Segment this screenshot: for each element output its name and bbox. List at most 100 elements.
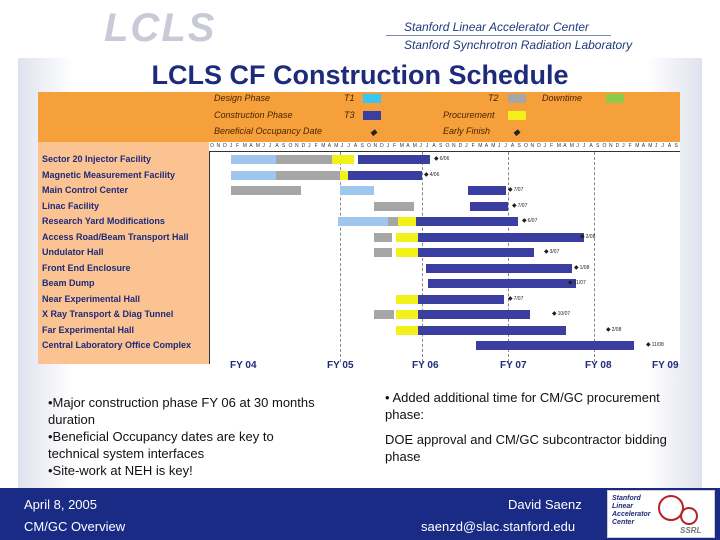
month-tick: J bbox=[419, 143, 422, 149]
month-tick: O bbox=[524, 143, 528, 149]
task-label: Front End Enclosure bbox=[42, 262, 131, 273]
month-tick: M bbox=[334, 143, 339, 149]
task-bar bbox=[276, 170, 340, 180]
month-tick: A bbox=[406, 143, 410, 149]
footer-topic: CM/GC Overview bbox=[24, 519, 126, 534]
month-tick: F bbox=[628, 143, 632, 149]
month-tick: J bbox=[425, 143, 429, 149]
month-tick: D bbox=[615, 143, 620, 149]
fy-divider bbox=[422, 152, 423, 362]
note-item: • Added additional time for CM/GC procur… bbox=[385, 390, 660, 422]
month-tick: M bbox=[399, 143, 404, 149]
month-tick: M bbox=[412, 143, 417, 149]
task-label: Research Yard Modifications bbox=[42, 216, 165, 226]
legend-downtime: Downtime bbox=[542, 93, 583, 103]
month-tick: D bbox=[537, 143, 541, 149]
month-tick: S bbox=[360, 143, 364, 149]
task-bar bbox=[396, 232, 418, 242]
legend-t2: T2 bbox=[488, 93, 499, 103]
lcls-logo: LCLS bbox=[104, 6, 217, 50]
note-item: •Beneficial Occupancy dates are key to t… bbox=[48, 429, 274, 461]
task-bar bbox=[398, 217, 416, 226]
month-tick: O bbox=[367, 143, 371, 149]
month-tick: J bbox=[543, 143, 547, 149]
month-tick: J bbox=[347, 143, 350, 149]
task-label: Far Experimental Hall bbox=[42, 324, 135, 335]
month-tick: J bbox=[386, 143, 390, 149]
month-tick: J bbox=[340, 143, 344, 149]
task-bar bbox=[416, 217, 518, 226]
legend-t3-swatch bbox=[363, 111, 381, 120]
task-bar bbox=[476, 341, 634, 350]
month-tick: J bbox=[661, 143, 664, 149]
task-label: Magnetic Measurement Facility bbox=[42, 169, 176, 180]
month-tick: D bbox=[223, 143, 227, 149]
milestone-label: 10/07 bbox=[552, 310, 571, 317]
month-tick: S bbox=[281, 143, 286, 149]
month-tick: D bbox=[380, 143, 384, 149]
legend-panel bbox=[38, 92, 680, 142]
legend-construction-phase: Construction Phase bbox=[214, 110, 293, 120]
lab-name-slac: Stanford Linear Accelerator Center bbox=[404, 20, 589, 34]
milestone-label: 2/08 bbox=[606, 326, 622, 333]
task-bar bbox=[374, 201, 414, 211]
month-tick: A bbox=[641, 143, 646, 149]
task-bar bbox=[231, 170, 277, 180]
month-tick: F bbox=[236, 143, 240, 149]
milestone-label: 2/08 bbox=[580, 233, 596, 240]
task-label: Access Road/Beam Transport Hall bbox=[42, 231, 189, 242]
milestone-label: 6/07 bbox=[522, 217, 538, 224]
slide-title: LCLS CF Construction Schedule bbox=[151, 60, 569, 90]
task-label: Central Laboratory Office Complex bbox=[42, 340, 192, 350]
task-bar bbox=[418, 248, 534, 257]
logo-subtext: SSRL bbox=[680, 526, 702, 535]
month-tick: A bbox=[563, 143, 567, 149]
legend-t1: T1 bbox=[344, 93, 355, 103]
month-tick: O bbox=[288, 143, 293, 149]
month-tick: N bbox=[452, 143, 456, 149]
month-tick: S bbox=[674, 143, 678, 149]
fy-label: FY 09 bbox=[652, 360, 679, 371]
task-bar bbox=[470, 201, 508, 211]
legend-procurement: Procurement bbox=[443, 110, 495, 120]
fy-divider bbox=[594, 152, 595, 362]
milestone-label: 1/08 bbox=[574, 264, 590, 271]
legend-early-finish: Early Finish bbox=[443, 126, 491, 136]
footer-email: saenzd@slac.stanford.edu bbox=[421, 519, 576, 534]
task-bar bbox=[348, 170, 422, 180]
task-bar bbox=[340, 186, 374, 195]
month-tick: A bbox=[353, 143, 358, 149]
task-bar bbox=[396, 310, 418, 319]
month-tick: J bbox=[497, 143, 501, 149]
legend-beneficial-occupancy: Beneficial Occupancy Date bbox=[214, 126, 323, 136]
legend-downtime-swatch bbox=[606, 94, 624, 103]
task-bar bbox=[340, 170, 348, 180]
month-tick: M bbox=[321, 143, 326, 149]
task-label: Beam Dump bbox=[42, 278, 95, 288]
legend-procurement-swatch bbox=[508, 111, 526, 120]
month-tick: A bbox=[589, 143, 593, 149]
logo-text: Linear bbox=[612, 503, 634, 510]
legend-bo-diamond-icon: ◆ bbox=[370, 127, 377, 137]
task-label: Main Control Center bbox=[42, 185, 129, 195]
gantt-chart: Design Phase Construction Phase Benefici… bbox=[38, 92, 680, 374]
month-tick: M bbox=[478, 143, 483, 149]
task-label: Linac Facility bbox=[42, 200, 100, 211]
legend-t1-swatch bbox=[363, 94, 381, 103]
month-tick: N bbox=[530, 143, 535, 149]
month-tick: J bbox=[465, 143, 468, 149]
milestone-label: 7/07 bbox=[512, 202, 528, 209]
month-tick: A bbox=[432, 143, 436, 149]
month-tick: M bbox=[556, 143, 561, 149]
slac-logo: Stanford Linear Accelerator Center SSRL bbox=[607, 490, 715, 538]
month-tick: J bbox=[622, 143, 625, 149]
task-bar bbox=[418, 294, 504, 304]
month-tick: S bbox=[595, 143, 600, 149]
fy-label: FY 04 bbox=[230, 360, 257, 371]
month-tick: A bbox=[510, 143, 515, 149]
task-label: X Ray Transport & Diag Tunnel bbox=[42, 309, 174, 319]
month-tick: S bbox=[517, 143, 521, 149]
task-bar bbox=[428, 279, 576, 288]
month-tick: A bbox=[667, 143, 672, 149]
milestone-label: 7/07 bbox=[508, 295, 524, 302]
